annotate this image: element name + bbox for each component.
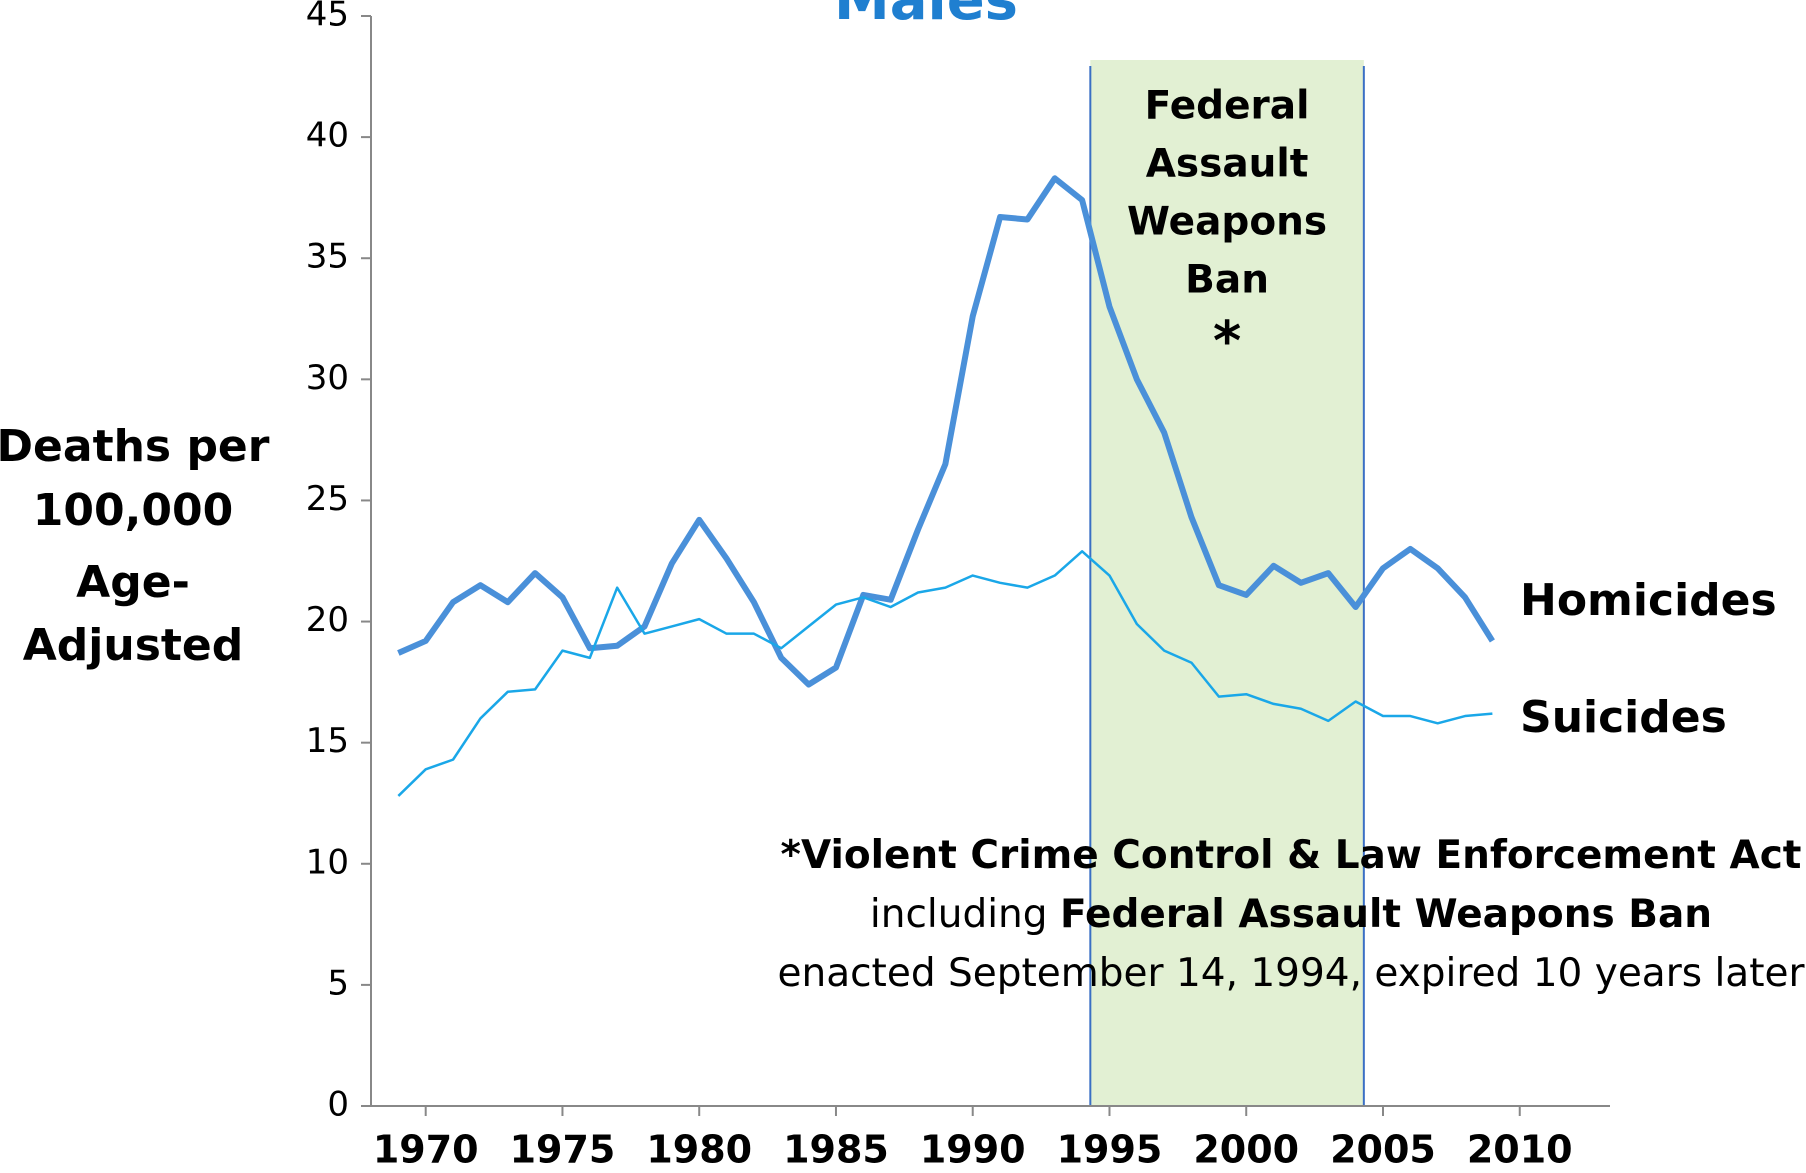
series-line <box>397 550 1493 797</box>
x-tick-label: 2000 <box>1193 1128 1299 1172</box>
y-tick-label: 10 <box>306 842 349 882</box>
footnote-part: Violent Crime Control & Law Enforcement … <box>801 833 1802 878</box>
series-label: Suicides <box>1520 692 1727 743</box>
series-line <box>397 175 1495 688</box>
y-tick-label: 40 <box>306 116 349 156</box>
ban-label: Weapons <box>1127 200 1327 245</box>
footnote-part: including <box>870 892 1060 937</box>
x-tick-label: 2010 <box>1467 1128 1573 1172</box>
footnote-part: Federal Assault Weapons Ban <box>1060 892 1712 937</box>
x-tick-label: 2005 <box>1330 1128 1436 1172</box>
x-tick-label: 1975 <box>510 1128 616 1172</box>
y-tick-label: 35 <box>306 237 349 277</box>
x-tick-label: 1990 <box>920 1128 1026 1172</box>
footnote-part: * <box>781 833 801 878</box>
ban-label: Assault <box>1146 142 1309 187</box>
y-tick-label: 0 <box>327 1085 349 1125</box>
chart-title: Males <box>834 0 1018 33</box>
ban-marker: * <box>1213 310 1241 373</box>
x-tick-label: 1995 <box>1057 1128 1163 1172</box>
y-axis-label: Adjusted <box>23 620 244 671</box>
ban-label: Federal <box>1145 84 1310 129</box>
ban-label: Ban <box>1185 258 1269 303</box>
y-axis-label: Age- <box>76 557 190 608</box>
y-tick-label: 5 <box>327 963 349 1003</box>
x-tick-label: 1985 <box>783 1128 889 1172</box>
x-tick-label: 1980 <box>646 1128 752 1172</box>
y-tick-label: 15 <box>306 721 349 761</box>
footnote: enacted September 14, 1994, expired 10 y… <box>777 951 1805 996</box>
footnote: including Federal Assault Weapons Ban <box>870 892 1712 937</box>
footnote-part: enacted September 14, 1994, expired 10 y… <box>777 951 1805 996</box>
x-tick-label: 1970 <box>373 1128 479 1172</box>
footnote: *Violent Crime Control & Law Enforcement… <box>781 833 1802 878</box>
y-axis-label: Deaths per <box>0 421 270 472</box>
y-axis-label: 100,000 <box>33 485 233 536</box>
y-tick-label: 45 <box>306 0 349 35</box>
y-tick-label: 30 <box>306 358 349 398</box>
series-label: Homicides <box>1520 575 1777 626</box>
ban-period <box>1090 60 1364 1106</box>
y-tick-label: 20 <box>306 600 349 640</box>
y-tick-label: 25 <box>306 479 349 519</box>
